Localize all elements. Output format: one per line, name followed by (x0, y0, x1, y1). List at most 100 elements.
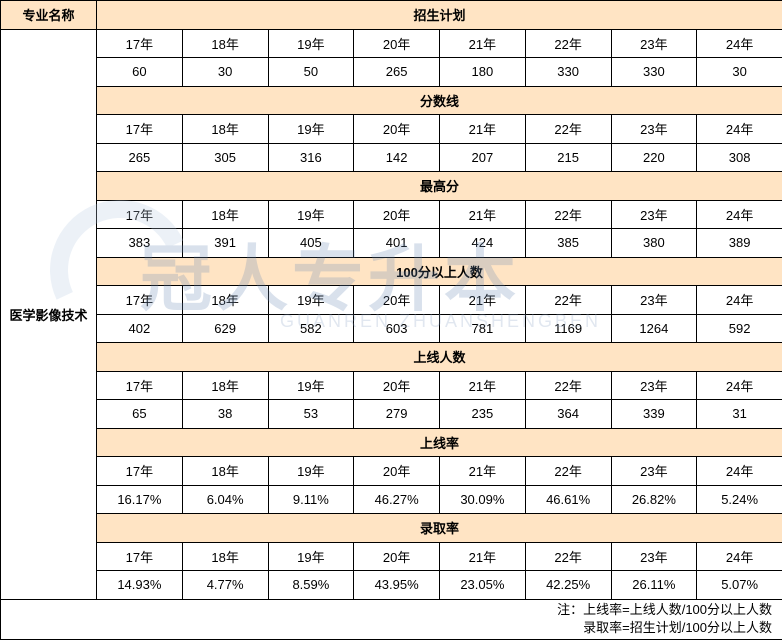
value-cell: 220 (611, 143, 697, 172)
value-cell: 402 (97, 314, 183, 343)
value-cell: 46.27% (354, 485, 440, 514)
year-cell: 24年 (697, 286, 782, 315)
value-cell: 207 (440, 143, 526, 172)
table-row: 17年18年19年20年21年22年23年24年 (1, 115, 782, 144)
year-cell: 21年 (440, 200, 526, 229)
year-cell: 22年 (525, 200, 611, 229)
value-cell: 265 (354, 58, 440, 87)
year-cell: 17年 (97, 457, 183, 486)
value-cell: 391 (182, 229, 268, 258)
value-cell: 43.95% (354, 571, 440, 600)
year-cell: 24年 (697, 371, 782, 400)
year-cell: 18年 (182, 115, 268, 144)
year-cell: 17年 (97, 115, 183, 144)
table-row: 17年18年19年20年21年22年23年24年 (1, 286, 782, 315)
value-cell: 180 (440, 58, 526, 87)
year-cell: 21年 (440, 371, 526, 400)
table-row: 17年18年19年20年21年22年23年24年 (1, 542, 782, 571)
year-cell: 19年 (268, 115, 354, 144)
value-cell: 308 (697, 143, 782, 172)
data-table: 专业名称 招生计划 医学影像技术 17年 18年 19年 20年 21年 22年… (0, 0, 782, 640)
table-row: 上线率 (1, 428, 782, 457)
value-cell: 316 (268, 143, 354, 172)
value-cell: 405 (268, 229, 354, 258)
table-row: 录取率 (1, 514, 782, 543)
year-cell: 22年 (525, 286, 611, 315)
header-section-0: 招生计划 (97, 1, 782, 30)
year-cell: 24年 (697, 115, 782, 144)
value-cell: 401 (354, 229, 440, 258)
footnote-row: 注：上线率=上线人数/100分以上人数 录取率=招生计划/100分以上人数 (1, 599, 782, 639)
value-cell: 383 (97, 229, 183, 258)
value-cell: 14.93% (97, 571, 183, 600)
value-cell: 592 (697, 314, 782, 343)
value-cell: 781 (440, 314, 526, 343)
year-cell: 20年 (354, 371, 440, 400)
footnote-line1: 注：上线率=上线人数/100分以上人数 (557, 602, 772, 617)
section-header: 100分以上人数 (97, 257, 782, 286)
value-cell: 582 (268, 314, 354, 343)
year-cell: 20年 (354, 115, 440, 144)
year-cell: 18年 (182, 542, 268, 571)
year-cell: 19年 (268, 371, 354, 400)
table-row: 383391405401424385380389 (1, 229, 782, 258)
table-container: 冠人专升本 GUANREN ZHUANSHENGBEN 专业名称 招生计划 医学… (0, 0, 782, 633)
year-cell: 23年 (611, 371, 697, 400)
value-cell: 30 (697, 58, 782, 87)
major-name: 医学影像技术 (1, 29, 97, 599)
value-cell: 38 (182, 400, 268, 429)
table-row: 17年18年19年20年21年22年23年24年 (1, 371, 782, 400)
table-row: 医学影像技术 17年 18年 19年 20年 21年 22年 23年 24年 (1, 29, 782, 58)
value-cell: 31 (697, 400, 782, 429)
header-row: 专业名称 招生计划 (1, 1, 782, 30)
footnote-cell: 注：上线率=上线人数/100分以上人数 录取率=招生计划/100分以上人数 (1, 599, 782, 639)
year-cell: 24年 (697, 200, 782, 229)
value-cell: 26.82% (611, 485, 697, 514)
year-cell: 21年 (440, 29, 526, 58)
section-header: 上线人数 (97, 343, 782, 372)
value-cell: 50 (268, 58, 354, 87)
year-cell: 20年 (354, 542, 440, 571)
value-cell: 385 (525, 229, 611, 258)
value-cell: 364 (525, 400, 611, 429)
year-cell: 22年 (525, 371, 611, 400)
year-cell: 22年 (525, 115, 611, 144)
value-cell: 6.04% (182, 485, 268, 514)
table-row: 40262958260378111691264592 (1, 314, 782, 343)
year-cell: 19年 (268, 29, 354, 58)
section-header: 分数线 (97, 86, 782, 115)
year-cell: 23年 (611, 29, 697, 58)
year-cell: 18年 (182, 371, 268, 400)
table-row: 265305316142207215220308 (1, 143, 782, 172)
value-cell: 60 (97, 58, 183, 87)
value-cell: 8.59% (268, 571, 354, 600)
year-cell: 17年 (97, 29, 183, 58)
value-cell: 330 (525, 58, 611, 87)
year-cell: 21年 (440, 542, 526, 571)
year-cell: 20年 (354, 200, 440, 229)
table-row: 17年18年19年20年21年22年23年24年 (1, 200, 782, 229)
value-cell: 265 (97, 143, 183, 172)
table-row: 65385327923536433931 (1, 400, 782, 429)
table-row: 最高分 (1, 172, 782, 201)
year-cell: 21年 (440, 286, 526, 315)
year-cell: 17年 (97, 286, 183, 315)
value-cell: 9.11% (268, 485, 354, 514)
value-cell: 424 (440, 229, 526, 258)
year-cell: 17年 (97, 542, 183, 571)
year-cell: 23年 (611, 542, 697, 571)
year-cell: 18年 (182, 200, 268, 229)
year-cell: 19年 (268, 200, 354, 229)
table-row: 分数线 (1, 86, 782, 115)
year-cell: 21年 (440, 115, 526, 144)
year-cell: 24年 (697, 29, 782, 58)
value-cell: 30.09% (440, 485, 526, 514)
value-cell: 26.11% (611, 571, 697, 600)
value-cell: 53 (268, 400, 354, 429)
year-cell: 23年 (611, 115, 697, 144)
value-cell: 279 (354, 400, 440, 429)
value-cell: 380 (611, 229, 697, 258)
year-cell: 21年 (440, 457, 526, 486)
table-row: 100分以上人数 (1, 257, 782, 286)
year-cell: 20年 (354, 29, 440, 58)
